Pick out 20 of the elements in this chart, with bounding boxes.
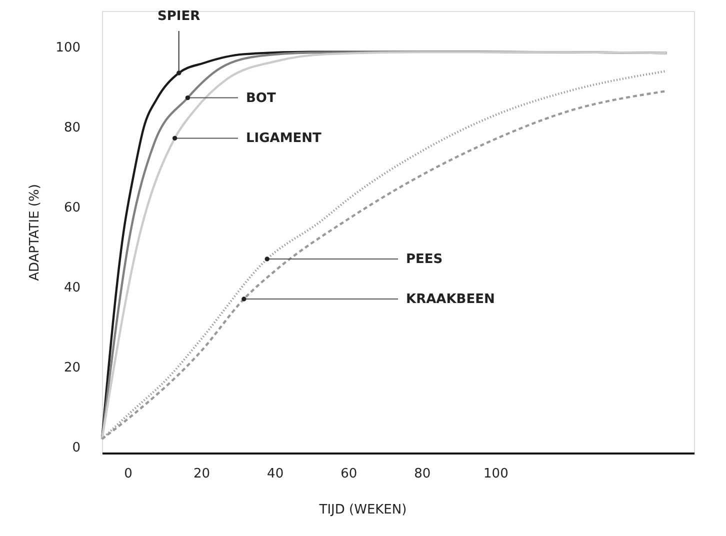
x-tick-label: 60 bbox=[340, 466, 358, 482]
x-axis-title: TIJD (WEKEN) bbox=[318, 502, 407, 518]
x-tick-label: 40 bbox=[267, 466, 284, 482]
x-tick-label: 0 bbox=[124, 466, 132, 482]
y-tick-label: 20 bbox=[64, 360, 80, 376]
y-tick-label: 0 bbox=[72, 440, 80, 456]
x-tick-label: 20 bbox=[194, 466, 210, 482]
y-tick-label: 40 bbox=[64, 280, 80, 296]
annotation: PEES bbox=[406, 252, 443, 267]
point bbox=[176, 70, 182, 76]
annotation: SPIER bbox=[158, 9, 200, 24]
y-tick-label: 80 bbox=[64, 120, 80, 136]
annotation: BOT bbox=[246, 90, 276, 106]
x-tick-label: 80 bbox=[414, 466, 431, 482]
y-tick-label: 60 bbox=[64, 200, 80, 216]
y-tick-label: 100 bbox=[56, 40, 80, 56]
y-axis-title: ADAPTATIE (%) bbox=[28, 184, 43, 281]
annotation: KRAAKBEEN bbox=[406, 292, 495, 307]
x-tick-label: 100 bbox=[484, 466, 508, 482]
annotation: LIGAMENT bbox=[246, 131, 322, 146]
